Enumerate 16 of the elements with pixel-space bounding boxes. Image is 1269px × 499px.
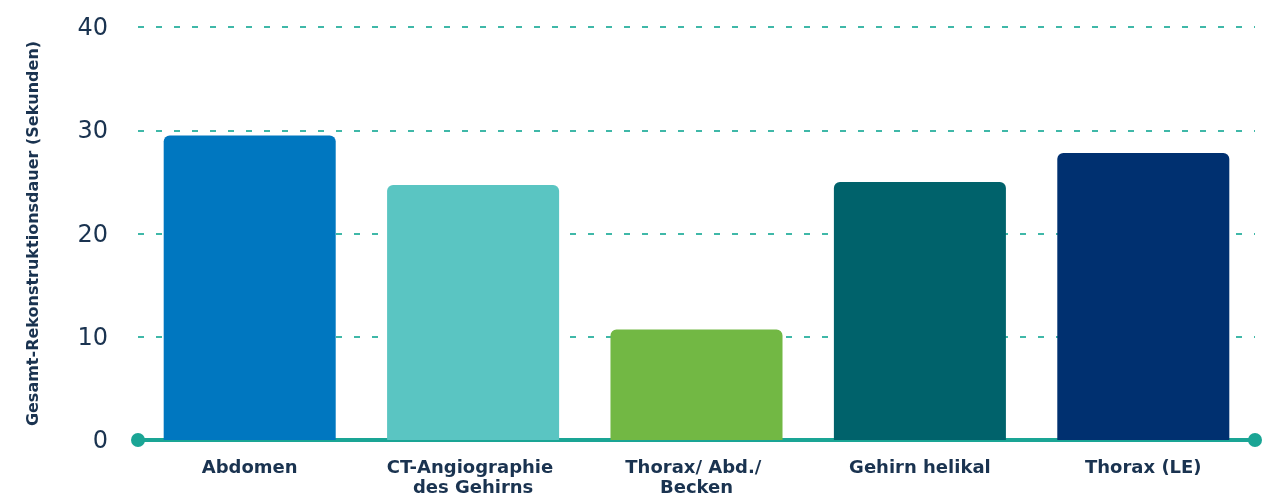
x-tick-label: Gehirn helikal xyxy=(849,455,991,477)
bar xyxy=(387,184,560,440)
bar xyxy=(163,135,336,440)
y-tick-label: 20 xyxy=(77,219,108,248)
x-tick-label: CT-Angiographie des Gehirns xyxy=(386,455,560,497)
y-tick-label: 0 xyxy=(92,426,108,454)
y-tick-label: 10 xyxy=(77,322,108,351)
x-tick-label: Abdomen xyxy=(201,455,298,477)
x-tick-label: Thorax/ Abd./ Becken xyxy=(625,455,768,497)
y-axis-title: Gesamt-Rekonstruktionsdauer (Sekunden) xyxy=(22,40,42,427)
y-tick-label: 40 xyxy=(77,13,108,41)
bar xyxy=(1057,152,1230,440)
bar xyxy=(833,181,1006,440)
y-tick-label: 30 xyxy=(77,116,108,145)
x-tick-label: Thorax (LE) xyxy=(1085,455,1202,477)
bar xyxy=(610,329,783,440)
